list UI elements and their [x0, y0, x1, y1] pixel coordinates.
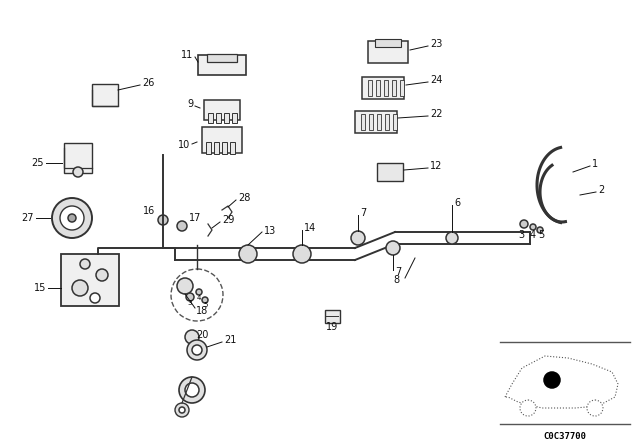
- Text: 4: 4: [530, 230, 536, 240]
- Text: 7: 7: [395, 267, 401, 277]
- Text: 3: 3: [188, 300, 192, 306]
- Circle shape: [80, 259, 90, 269]
- Bar: [324, 310, 339, 323]
- Text: 10: 10: [178, 140, 190, 150]
- Circle shape: [202, 297, 208, 303]
- Circle shape: [177, 278, 193, 294]
- Bar: [400, 80, 404, 96]
- Circle shape: [520, 220, 528, 228]
- Text: 12: 12: [430, 161, 442, 171]
- Bar: [202, 127, 242, 153]
- Circle shape: [175, 403, 189, 417]
- Text: 8: 8: [394, 275, 400, 285]
- Text: C0C37700: C0C37700: [543, 432, 586, 441]
- Bar: [216, 113, 221, 123]
- Text: 24: 24: [430, 75, 442, 85]
- Bar: [207, 54, 237, 62]
- Text: 4: 4: [197, 295, 201, 301]
- Circle shape: [179, 407, 185, 413]
- Circle shape: [520, 400, 536, 416]
- Bar: [92, 84, 118, 106]
- Bar: [362, 77, 404, 99]
- Circle shape: [239, 245, 257, 263]
- Circle shape: [185, 330, 199, 344]
- Circle shape: [537, 227, 543, 233]
- Bar: [223, 113, 228, 123]
- Circle shape: [185, 383, 199, 397]
- Bar: [369, 114, 373, 130]
- Bar: [230, 142, 234, 154]
- Circle shape: [96, 269, 108, 281]
- Bar: [384, 80, 388, 96]
- Text: 11: 11: [180, 50, 193, 60]
- Text: 3: 3: [518, 230, 524, 240]
- Circle shape: [52, 198, 92, 238]
- Circle shape: [186, 293, 194, 301]
- Bar: [205, 142, 211, 154]
- Text: 14: 14: [304, 223, 316, 233]
- Circle shape: [90, 293, 100, 303]
- Circle shape: [72, 280, 88, 296]
- Bar: [377, 163, 403, 181]
- Text: 17: 17: [189, 213, 202, 223]
- Circle shape: [196, 289, 202, 295]
- Text: 21: 21: [224, 335, 236, 345]
- Circle shape: [351, 231, 365, 245]
- Bar: [207, 113, 212, 123]
- Bar: [198, 55, 246, 75]
- Bar: [368, 41, 408, 63]
- Text: 6: 6: [454, 198, 460, 208]
- Text: 27: 27: [22, 213, 34, 223]
- Text: 19: 19: [326, 322, 338, 332]
- Text: 1: 1: [592, 159, 598, 169]
- Circle shape: [158, 215, 168, 225]
- Text: 18: 18: [196, 306, 208, 316]
- Text: 7: 7: [360, 208, 366, 218]
- Text: 5: 5: [538, 230, 544, 240]
- Text: 15: 15: [34, 283, 46, 293]
- Text: 5: 5: [204, 302, 208, 308]
- Circle shape: [179, 377, 205, 403]
- Circle shape: [177, 221, 187, 231]
- Text: 25: 25: [31, 158, 44, 168]
- Bar: [368, 80, 372, 96]
- Circle shape: [446, 232, 458, 244]
- Bar: [355, 111, 397, 133]
- Text: 16: 16: [143, 206, 155, 216]
- Text: 20: 20: [196, 330, 208, 340]
- Bar: [204, 100, 240, 120]
- Bar: [64, 143, 92, 173]
- Bar: [392, 80, 396, 96]
- Bar: [376, 80, 380, 96]
- Text: 13: 13: [264, 226, 276, 236]
- Text: 29: 29: [222, 215, 234, 225]
- Bar: [221, 142, 227, 154]
- Circle shape: [60, 206, 84, 230]
- Circle shape: [192, 345, 202, 355]
- Circle shape: [544, 372, 560, 388]
- Text: 9: 9: [187, 99, 193, 109]
- Bar: [61, 254, 119, 306]
- Bar: [361, 114, 365, 130]
- Circle shape: [386, 241, 400, 255]
- Bar: [375, 39, 401, 47]
- Bar: [214, 142, 218, 154]
- Bar: [385, 114, 389, 130]
- Circle shape: [68, 214, 76, 222]
- Circle shape: [293, 245, 311, 263]
- Bar: [377, 114, 381, 130]
- Text: 2: 2: [598, 185, 604, 195]
- Circle shape: [587, 400, 603, 416]
- Circle shape: [530, 224, 536, 230]
- Circle shape: [187, 340, 207, 360]
- Circle shape: [73, 167, 83, 177]
- Bar: [232, 113, 237, 123]
- Text: 28: 28: [238, 193, 250, 203]
- Text: 23: 23: [430, 39, 442, 49]
- Text: 22: 22: [430, 109, 442, 119]
- Bar: [393, 114, 397, 130]
- Text: 26: 26: [142, 78, 154, 88]
